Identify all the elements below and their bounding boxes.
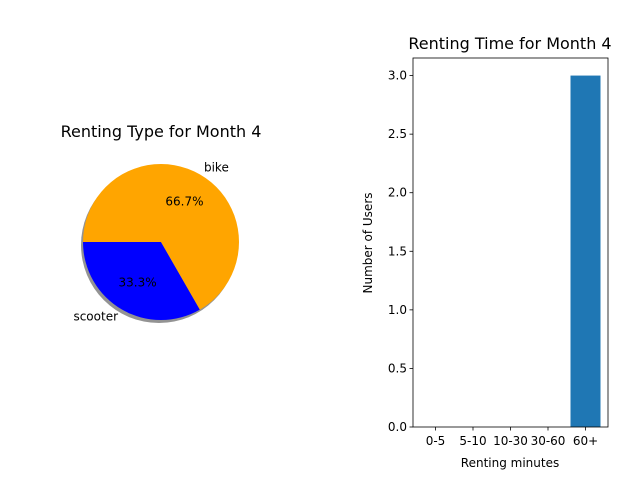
x-tick-label: 5-10: [459, 434, 486, 448]
x-tick-label: 0-5: [426, 434, 446, 448]
y-tick-label: 2.0: [388, 186, 407, 200]
bar-chart: Renting Time for Month 4 0.0 0.5 1.0 1.5 2.0…: [361, 34, 612, 470]
pie-chart: Renting Type for Month 4 scooter 33.3% bik…: [61, 122, 262, 323]
y-axis-ticks: 0.0 0.5 1.0 1.5 2.0 2.5 3.0: [388, 69, 413, 434]
y-tick-label: 1.0: [388, 303, 407, 317]
pie-percent-label: 66.7%: [165, 194, 203, 208]
y-tick-label: 0.0: [388, 420, 407, 434]
y-tick-label: 2.5: [388, 127, 407, 141]
y-tick-label: 0.5: [388, 361, 407, 375]
pie-slice-bike: [83, 163, 240, 310]
pie-slice-scooter: [83, 242, 200, 320]
pie-percent-label: 33.3%: [118, 276, 156, 290]
pie-slices: [81, 163, 240, 323]
x-axis-ticks: 0-5 5-10 10-30 30-60 60+: [426, 427, 598, 448]
bar-chart-title: Renting Time for Month 4: [408, 34, 611, 53]
y-tick-label: 3.0: [388, 69, 407, 83]
bar-60+: [570, 75, 601, 428]
y-tick-label: 1.5: [388, 244, 407, 258]
bar-series: [570, 75, 601, 428]
pie-category-label: bike: [204, 161, 229, 175]
y-axis-label: Number of Users: [361, 192, 375, 293]
x-tick-label: 30-60: [531, 434, 566, 448]
pie-labels: scooter 33.3% bike 66.7%: [73, 161, 228, 324]
x-axis-label: Renting minutes: [461, 456, 559, 470]
pie-category-label: scooter: [73, 309, 118, 323]
x-tick-label: 60+: [573, 434, 598, 448]
pie-chart-title: Renting Type for Month 4: [61, 122, 262, 141]
x-tick-label: 10-30: [493, 434, 528, 448]
